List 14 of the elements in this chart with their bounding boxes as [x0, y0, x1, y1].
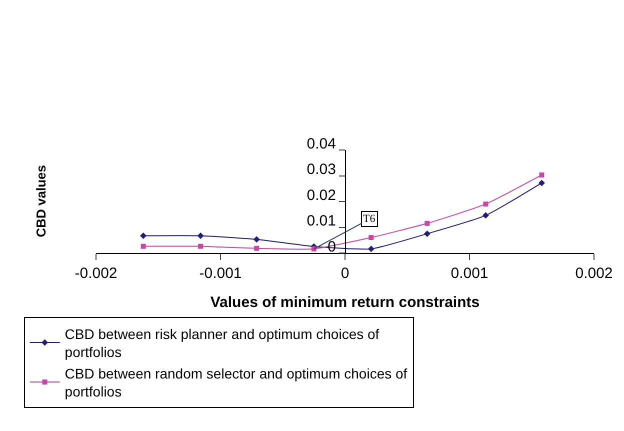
- y-axis-title: CBD values: [33, 165, 48, 238]
- x-tick-label: 0: [340, 265, 350, 282]
- legend-label: CBD between random selector and optimum choices of portfolios: [64, 365, 408, 400]
- y-tick-label: 0.04: [306, 135, 336, 152]
- y-tick-label: 0.02: [306, 186, 336, 204]
- annotation: T6: [363, 213, 376, 225]
- x-axis-title: Values of minimum return constraints: [210, 294, 480, 311]
- legend-label: CBD between risk planner and optimum choices of portfolios: [64, 326, 380, 360]
- y-tick-label: 0.01: [306, 212, 336, 230]
- x-tick-label: 0.002: [575, 265, 613, 282]
- x-tick-label: -0.002: [74, 265, 118, 282]
- x-tick-label: -0.001: [199, 265, 242, 282]
- y-tick-label: 0.03: [306, 161, 336, 178]
- x-tick-label: 0.001: [450, 265, 488, 282]
